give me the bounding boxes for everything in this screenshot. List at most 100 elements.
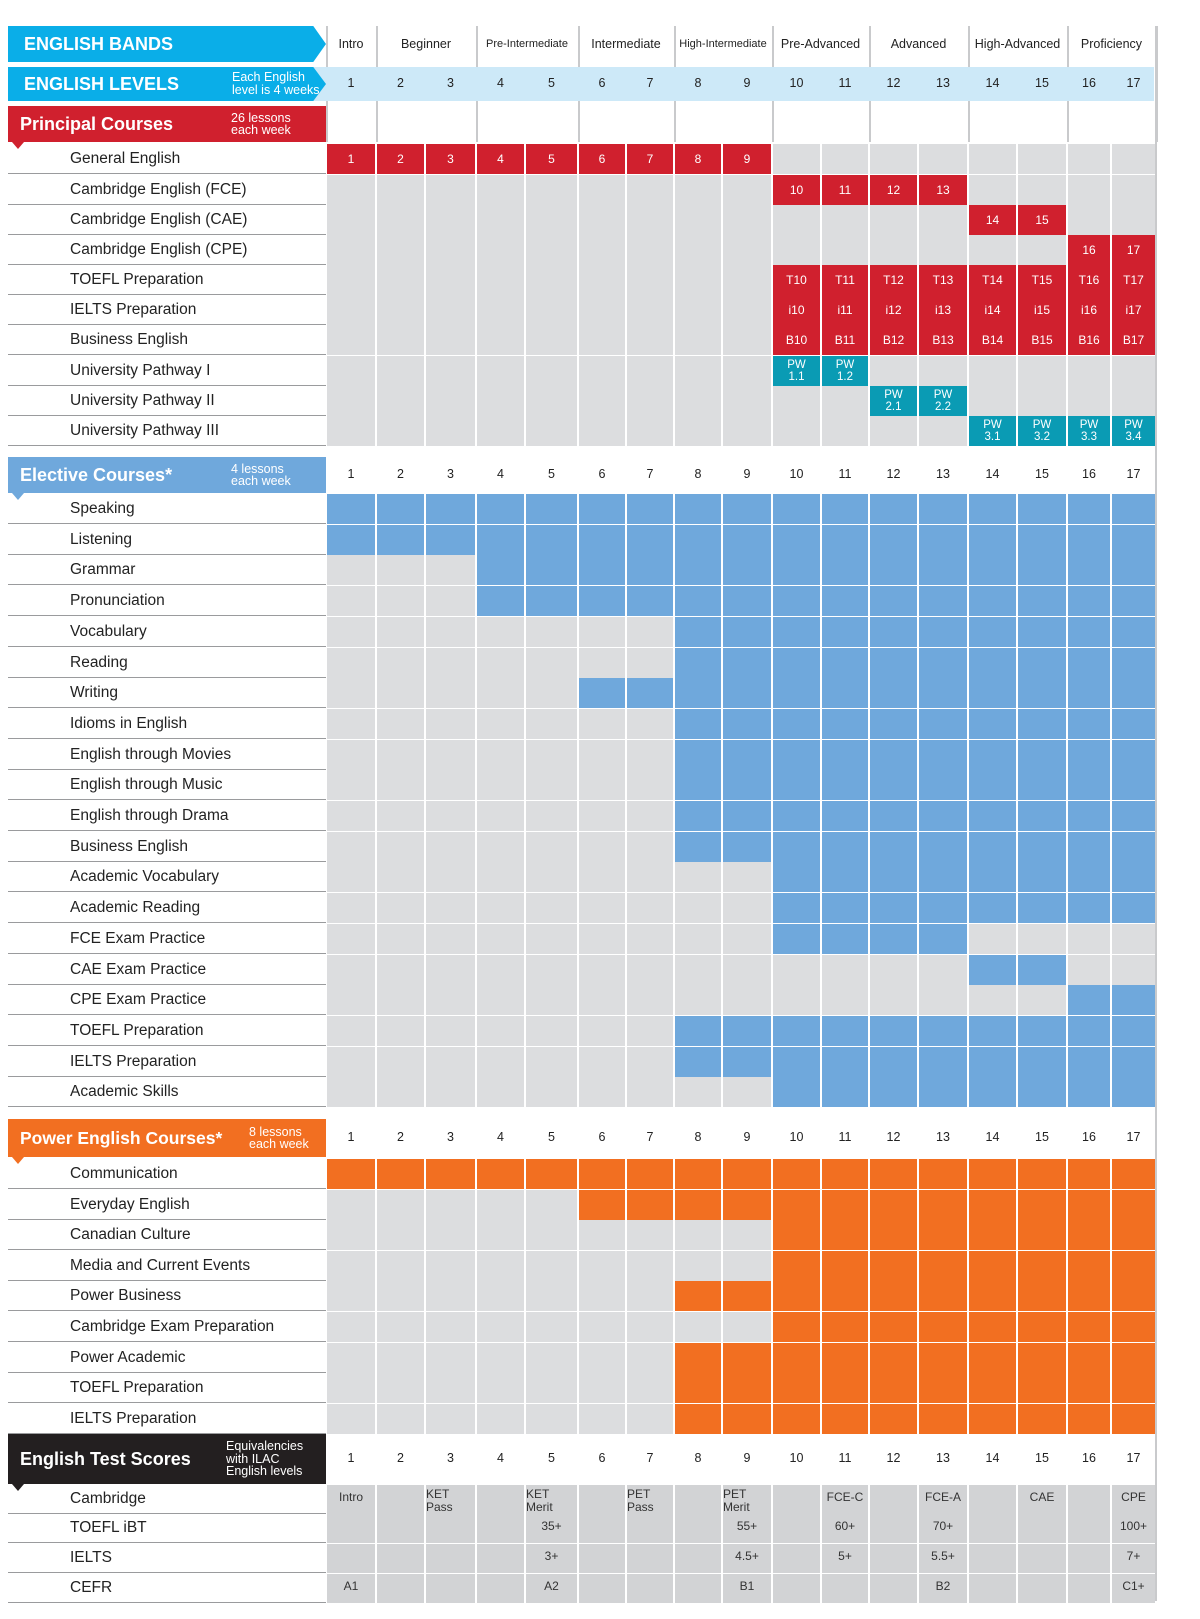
elective-level-cell [1112, 862, 1155, 892]
elective-level-cell [1018, 740, 1066, 770]
level-number: 8 [694, 76, 702, 91]
elective-level-number: 12 [870, 457, 917, 493]
elective-level-cell [919, 955, 967, 985]
principal-level-cell [773, 386, 820, 416]
elective-level-cell [1112, 555, 1155, 585]
power-row-label: IELTS Preparation [8, 1404, 326, 1434]
elective-level-number: 17 [1112, 457, 1155, 493]
elective-level-cell [675, 648, 721, 678]
power-level-cell [327, 1159, 375, 1189]
principal-level-cell: 12 [870, 175, 917, 205]
elective-level-cell [327, 586, 375, 616]
principal-level-cell [426, 265, 475, 295]
elective-level-cell [377, 832, 424, 862]
power-level-cell [1112, 1159, 1155, 1189]
elective-level-cell [919, 1047, 967, 1077]
power-row-label: Communication [8, 1159, 326, 1189]
principal-level-cell [526, 205, 577, 235]
principal-level-cell [822, 205, 868, 235]
elective-level-cell [1112, 648, 1155, 678]
elective-level-cell [426, 617, 475, 647]
principal-level-cell [377, 386, 424, 416]
pw-code-part: 3.2 [1034, 431, 1050, 443]
power-level-cell [526, 1404, 577, 1434]
elective-level-cell [1018, 770, 1066, 800]
elective-level-cell [426, 525, 475, 555]
power-row-label: Power Business [8, 1281, 326, 1311]
tests-level-cell [675, 1514, 721, 1543]
elective-level-cell [579, 525, 625, 555]
tests-level-cell: 3+ [526, 1544, 577, 1573]
elective-level-cell [723, 1047, 771, 1077]
elective-level-number: 15 [1018, 457, 1066, 493]
elective-level-cell [426, 770, 475, 800]
power-level-cell [723, 1159, 771, 1189]
elective-level-cell [919, 985, 967, 1015]
elective-level-cell [1068, 586, 1110, 616]
elective-level-cell [627, 924, 673, 954]
principal-level-cell [969, 356, 1016, 386]
chart-right-border [1155, 26, 1157, 1601]
elective-level-cell [675, 862, 721, 892]
tests-level-cell [773, 1544, 820, 1573]
band-label: Pre-Advanced [780, 37, 861, 52]
tests-level-cell [1068, 1544, 1110, 1573]
elective-level-cell [1112, 678, 1155, 708]
tests-level-number: 16 [1068, 1434, 1110, 1484]
pw-code-part: PW [1079, 418, 1099, 431]
elective-level-cell [477, 955, 524, 985]
tests-level-cell: FCE-C [822, 1485, 868, 1514]
tests-level-cell [579, 1544, 625, 1573]
power-level-number: 10 [773, 1119, 820, 1157]
elective-level-cell [426, 555, 475, 585]
power-level-cell [1068, 1190, 1110, 1220]
elective-level-cell [773, 832, 820, 862]
power-level-cell [526, 1373, 577, 1403]
power-level-cell [579, 1220, 625, 1250]
tests-level-cell [627, 1574, 673, 1603]
principal-level-cell: T11 [822, 265, 868, 295]
pw-code-part: 3.4 [1125, 431, 1142, 443]
elective-level-cell [477, 555, 524, 585]
elective-level-cell [477, 1047, 524, 1077]
elective-level-cell [675, 494, 721, 524]
principal-level-cell [477, 325, 524, 355]
elective-level-cell [1068, 893, 1110, 923]
elective-level-cell [870, 709, 917, 739]
elective-note-line2: each week [231, 474, 291, 488]
elective-level-cell [579, 801, 625, 831]
principal-level-cell [526, 325, 577, 355]
elective-level-cell [919, 924, 967, 954]
power-level-cell [579, 1312, 625, 1342]
principal-level-cell: i10 [773, 295, 820, 325]
level-number: 14 [985, 76, 1000, 91]
elective-level-cell [526, 893, 577, 923]
elective-level-cell [426, 832, 475, 862]
pw-code-part: PW [933, 388, 953, 401]
power-level-cell [822, 1343, 868, 1373]
principal-level-cell: B10 [773, 325, 820, 355]
elective-level-cell [377, 955, 424, 985]
power-level-cell [773, 1190, 820, 1220]
tests-level-cell [477, 1514, 524, 1543]
power-level-number: 13 [919, 1119, 967, 1157]
tests-level-cell [1018, 1574, 1066, 1603]
elective-level-cell [377, 1077, 424, 1107]
tests-level-cell [477, 1485, 524, 1514]
levels-header-title: ENGLISH LEVELS [8, 67, 326, 101]
elective-row-label: Vocabulary [8, 617, 326, 647]
principal-level-cell: B17 [1112, 325, 1155, 355]
elective-level-cell [822, 770, 868, 800]
tests-level-cell: 100+ [1112, 1514, 1155, 1543]
principal-level-cell: B12 [870, 325, 917, 355]
principal-level-cell [1112, 356, 1155, 386]
tests-level-cell: Intro [327, 1485, 375, 1514]
principal-row-label: IELTS Preparation [8, 295, 326, 325]
principal-level-cell: 11 [822, 175, 868, 205]
power-level-cell [1018, 1312, 1066, 1342]
tests-level-cell [327, 1514, 375, 1543]
principal-level-cell [627, 295, 673, 325]
elective-level-cell [327, 648, 375, 678]
power-level-cell [969, 1373, 1016, 1403]
tests-level-cell [675, 1485, 721, 1514]
